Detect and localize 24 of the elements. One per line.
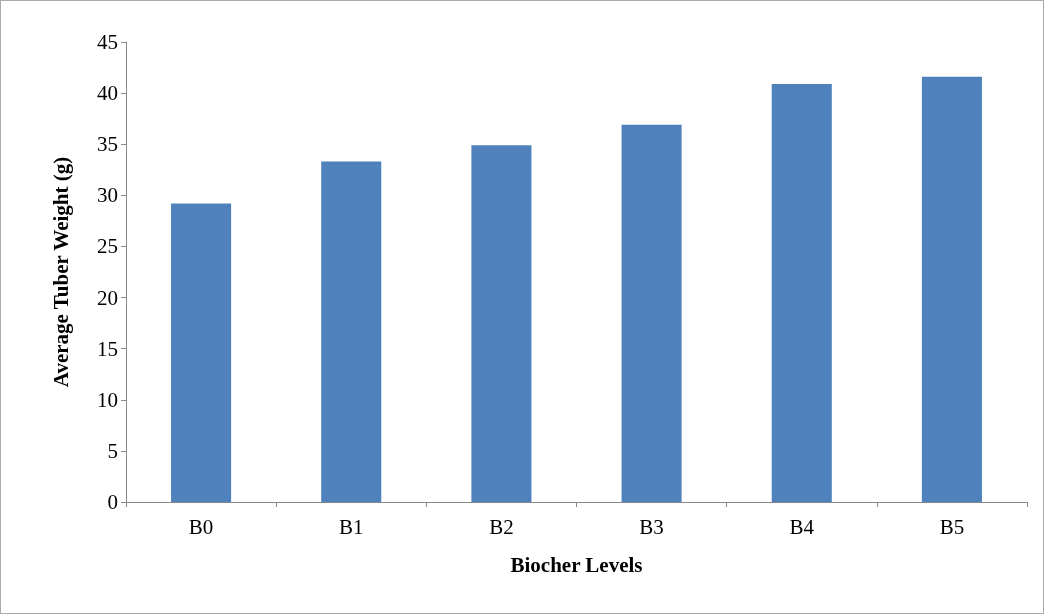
x-tick-label: B4: [789, 514, 815, 539]
y-tick-label: 10: [97, 387, 118, 412]
bar: [921, 76, 982, 502]
y-tick-label: 15: [97, 336, 118, 361]
y-tick-label: 30: [97, 183, 118, 208]
x-tick-label: B5: [939, 514, 965, 539]
bar: [771, 83, 832, 502]
x-tick-label: B3: [639, 514, 664, 539]
y-tick-label: 5: [107, 438, 118, 463]
x-tick-label: B0: [188, 514, 214, 539]
bar: [471, 145, 532, 502]
bar: [171, 203, 232, 502]
y-tick-label: 25: [97, 234, 118, 259]
y-tick-label: 0: [107, 490, 118, 514]
y-axis-title: Average Tuber Weight (g): [48, 156, 73, 388]
y-tick-label: 45: [97, 30, 118, 54]
y-tick-label: 20: [97, 285, 118, 310]
y-tick-label: 40: [97, 81, 118, 106]
x-tick-label: B2: [489, 514, 514, 539]
bar: [621, 124, 682, 502]
x-tick-label: B1: [338, 514, 364, 539]
y-tick-label: 35: [97, 132, 118, 157]
bar: [321, 161, 382, 502]
x-axis-title: Biocher Levels: [510, 552, 643, 577]
